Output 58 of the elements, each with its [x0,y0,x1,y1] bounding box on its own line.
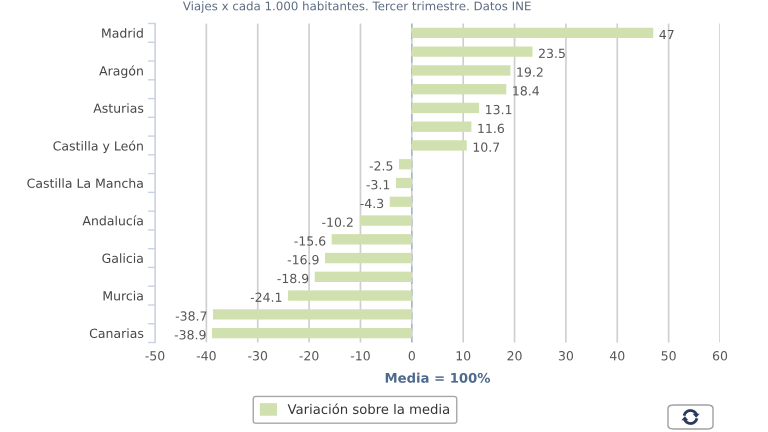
data-label: -38.9 [174,330,206,340]
x-tick-label: 30 [558,351,574,361]
x-tick-label: 20 [508,351,522,361]
x-tick-label: 10 [456,351,470,361]
x-tick-label: 0 [408,351,415,361]
bar [325,252,412,264]
bar [398,159,412,170]
data-label: -24.1 [250,292,282,302]
bar [396,178,412,188]
bar [412,122,472,132]
bar [314,272,412,282]
x-axis-title: Media = 100% [386,372,490,383]
bar [332,234,412,244]
bar [412,65,510,76]
x-tick-label: 60 [712,351,728,361]
data-label: 10.7 [474,142,500,152]
data-label: -38.7 [176,311,206,321]
bar [212,328,412,338]
bar [412,140,467,151]
chart-subtitle: Viajes x cada 1.000 habitantes. Tercer trimestre. Datos INE [182,1,531,13]
data-label: 19.2 [517,67,543,77]
data-label: 18.4 [513,86,540,96]
data-label: -18.9 [277,274,308,284]
data-label: -15.6 [294,236,326,246]
x-tick-label: -40 [196,351,216,361]
data-label: -4.3 [360,198,384,208]
y-tick-label: Asturias [93,103,144,113]
data-label: 47 [659,30,674,40]
data-label: 13.1 [486,104,512,114]
data-label: 11.6 [478,124,504,134]
data-label: -16.9 [288,255,319,264]
bar [288,290,412,301]
y-tick-label: Castilla La Mancha [27,178,143,188]
bar [412,46,533,57]
y-tick-label: Andalucía [82,215,143,226]
bar [213,309,412,320]
bar [390,196,412,207]
x-tick-label: 40 [610,351,624,361]
y-tick-label: Madrid [102,28,143,38]
x-tick-label: -20 [299,351,318,361]
x-tick-label: -10 [350,351,370,361]
data-label: -10.2 [322,217,353,227]
y-tick-label: Aragón [99,65,143,78]
data-label: 23.5 [538,48,565,58]
x-tick-label: -50 [145,351,164,361]
y-tick-label: Canarias [90,328,144,338]
bar [412,28,654,38]
x-tick-label: 50 [662,351,676,361]
legend-label: Variación sobre la media [288,403,449,414]
bar [412,84,506,94]
y-tick-label: Murcia [104,290,143,301]
data-label: -3.1 [366,180,390,190]
bar [412,102,480,114]
bar [359,215,412,226]
y-tick-label: Castilla y León [53,140,143,154]
y-tick-label: Galicia [102,253,143,263]
data-label: -2.5 [370,161,392,171]
x-tick-label: -30 [248,351,268,361]
